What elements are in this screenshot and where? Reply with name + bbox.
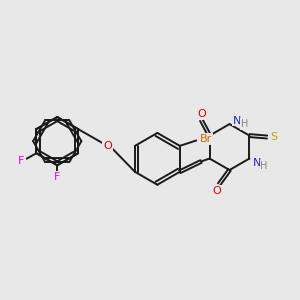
Text: H: H [241, 119, 248, 129]
Text: O: O [197, 109, 206, 119]
Text: O: O [212, 186, 220, 196]
Text: O: O [103, 141, 112, 151]
Text: S: S [270, 132, 277, 142]
Text: F: F [54, 172, 60, 182]
Text: Br: Br [200, 134, 212, 144]
Text: H: H [260, 161, 268, 171]
Text: N: N [253, 158, 261, 168]
Text: F: F [18, 157, 24, 166]
Text: N: N [233, 116, 241, 126]
